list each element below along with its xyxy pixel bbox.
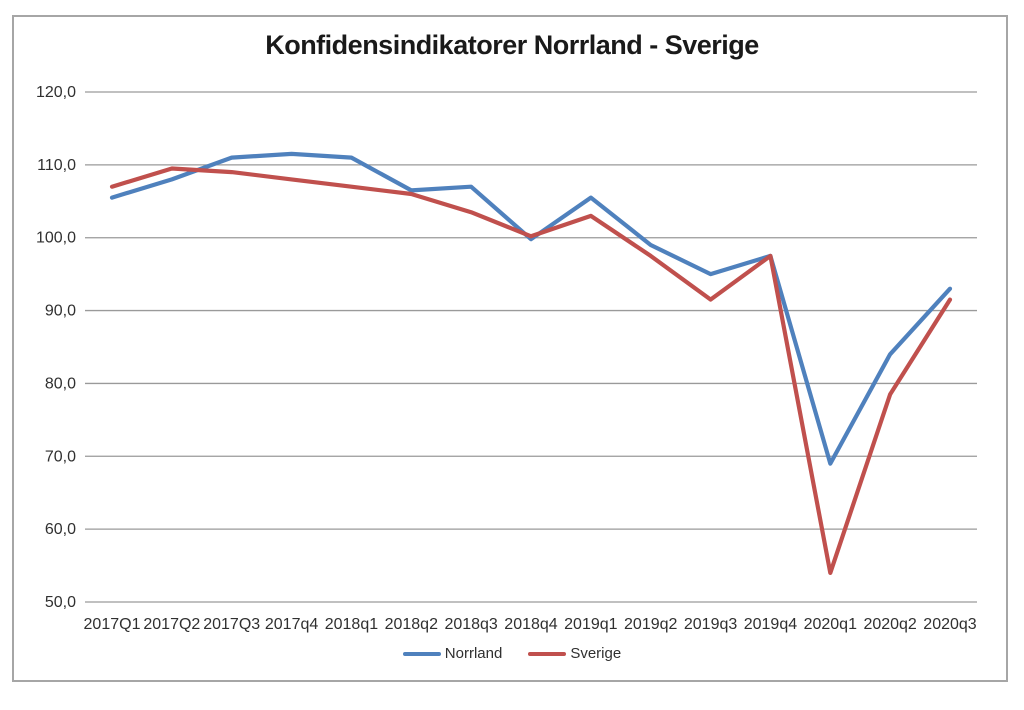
y-tick-label: 50,0 [45, 594, 76, 611]
x-tick-label: 2017Q3 [203, 616, 260, 633]
gridlines [85, 91, 977, 603]
x-tick-label: 2018q2 [385, 616, 438, 633]
legend-label-sverige: Sverige [570, 645, 622, 662]
x-tick-label: 2017q4 [265, 616, 318, 633]
norrland-line-swatch [402, 651, 441, 656]
chart-title: Konfidensindikatorer Norrland - Sverige [265, 30, 759, 60]
y-tick-label: 60,0 [45, 521, 76, 538]
x-tick-label: 2020q1 [804, 616, 857, 633]
legend-item-sverige: Sverige [528, 645, 621, 662]
x-tick-label: 2017Q2 [143, 616, 200, 633]
legend-item-norrland: Norrland [402, 645, 503, 662]
legend-label-norrland: Norrland [444, 645, 503, 662]
x-tick-label: 2020q2 [863, 616, 916, 633]
x-tick-label: 2019q3 [684, 616, 737, 633]
y-tick-label: 90,0 [45, 303, 76, 320]
sverige-line [109, 166, 953, 576]
legend: Norrland Sverige [0, 645, 1024, 662]
y-tick-label: 70,0 [45, 448, 76, 465]
series-lines [109, 151, 953, 576]
y-tick-label: 120,0 [36, 84, 76, 101]
x-tick-label: 2019q2 [624, 616, 677, 633]
x-tick-label: 2018q3 [444, 616, 497, 633]
y-tick-label: 80,0 [45, 375, 76, 392]
y-axis-tick-labels: 120,0 110,0 100,0 90,0 80,0 70,0 60,0 50,0 [36, 84, 76, 611]
x-tick-label: 2019q4 [744, 616, 797, 633]
y-tick-label: 100,0 [36, 230, 76, 247]
norrland-line [109, 151, 953, 466]
x-tick-label: 2018q1 [325, 616, 378, 633]
chart-frame-border [12, 15, 1008, 682]
x-tick-label: 2018q4 [504, 616, 557, 633]
x-axis-tick-labels: 2017Q1 2017Q2 2017Q3 2017q4 2018q1 2018q2 2018… [84, 616, 977, 633]
y-tick-label: 110,0 [37, 157, 76, 174]
sverige-line-swatch [528, 651, 567, 656]
x-tick-label: 2019q1 [564, 616, 617, 633]
x-tick-label: 2020q3 [923, 616, 976, 633]
x-tick-label: 2017Q1 [84, 616, 141, 633]
